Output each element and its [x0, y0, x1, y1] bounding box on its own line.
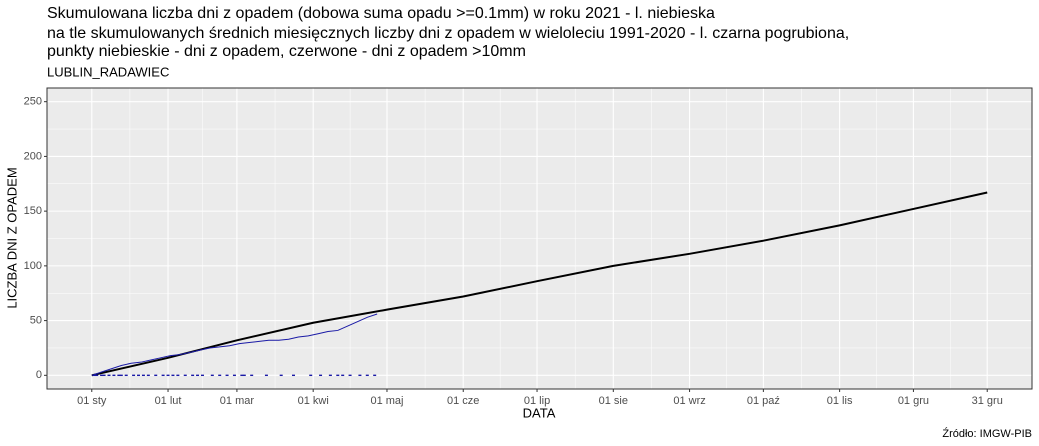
data-point [336, 374, 340, 377]
data-point [119, 374, 123, 377]
x-tick-label: 01 lut [155, 395, 182, 407]
data-point [191, 374, 195, 377]
y-tick-label: 250 [24, 96, 42, 108]
x-tick-label: 01 gru [898, 395, 929, 407]
data-point [328, 374, 332, 377]
data-point [210, 374, 214, 377]
x-tick-label: 31 gru [972, 395, 1003, 407]
data-point [225, 374, 229, 377]
x-tick-label: 01 wrz [673, 395, 705, 407]
data-point [107, 374, 111, 377]
data-point [117, 374, 121, 377]
data-point [100, 374, 104, 377]
x-tick-label: 01 cze [447, 395, 479, 407]
data-point [358, 374, 362, 377]
x-tick-label: 01 sie [599, 395, 628, 407]
data-point [132, 374, 136, 377]
data-point [141, 374, 145, 377]
data-point [264, 374, 268, 377]
data-point [196, 374, 200, 377]
y-axis-label: LICZBA DNI Z OPADEM [4, 167, 19, 308]
data-point [250, 374, 254, 377]
data-point [291, 374, 295, 377]
data-point [124, 374, 128, 377]
y-tick-label: 0 [36, 369, 42, 381]
y-tick-label: 150 [24, 205, 42, 217]
x-tick-label: 01 sty [77, 395, 107, 407]
data-point [341, 374, 345, 377]
data-point [365, 374, 369, 377]
data-point [348, 374, 352, 377]
data-line [91, 191, 988, 377]
data-point [102, 374, 106, 377]
caption: Źródło: IMGW-PIB [942, 427, 1032, 440]
data-point [176, 374, 180, 377]
data-point [154, 374, 158, 377]
data-line [91, 313, 378, 376]
x-tick-label: 01 maj [370, 395, 403, 407]
chart-title: na tle skumulowanych średnich miesięczny… [47, 25, 849, 42]
chart-subtitle: LUBLIN_RADAWIEC [47, 64, 169, 79]
x-tick-label: 01 paź [747, 395, 780, 407]
data-point [200, 374, 204, 377]
data-point [166, 374, 170, 377]
data-point [171, 374, 175, 377]
data-point [232, 374, 236, 377]
x-axis-label: DATA [523, 405, 556, 420]
x-tick-label: 01 kwi [298, 395, 329, 407]
x-tick-label: 01 lip [524, 395, 550, 407]
data-point [146, 374, 150, 377]
chart-title: punkty niebieskie - dni z opadem, czerwo… [47, 43, 526, 60]
data-point [240, 374, 244, 377]
data-point [92, 374, 96, 377]
data-point [279, 374, 283, 377]
chart-title: Skumulowana liczba dni z opadem (dobowa … [47, 5, 715, 22]
data-point [112, 374, 116, 377]
data-point [95, 374, 99, 377]
y-tick-label: 100 [24, 260, 42, 272]
data-point [309, 374, 313, 377]
data-point [137, 374, 141, 377]
data-point [218, 374, 222, 377]
data-point [373, 374, 377, 377]
panel-border [46, 87, 1033, 390]
x-tick-label: 01 mar [220, 395, 255, 407]
data-point [319, 374, 323, 377]
y-tick-label: 50 [30, 314, 42, 326]
data-point [161, 374, 165, 377]
x-tick-label: 01 lis [827, 395, 853, 407]
data-point [183, 374, 187, 377]
data-point [242, 374, 246, 377]
y-tick-label: 200 [24, 150, 42, 162]
